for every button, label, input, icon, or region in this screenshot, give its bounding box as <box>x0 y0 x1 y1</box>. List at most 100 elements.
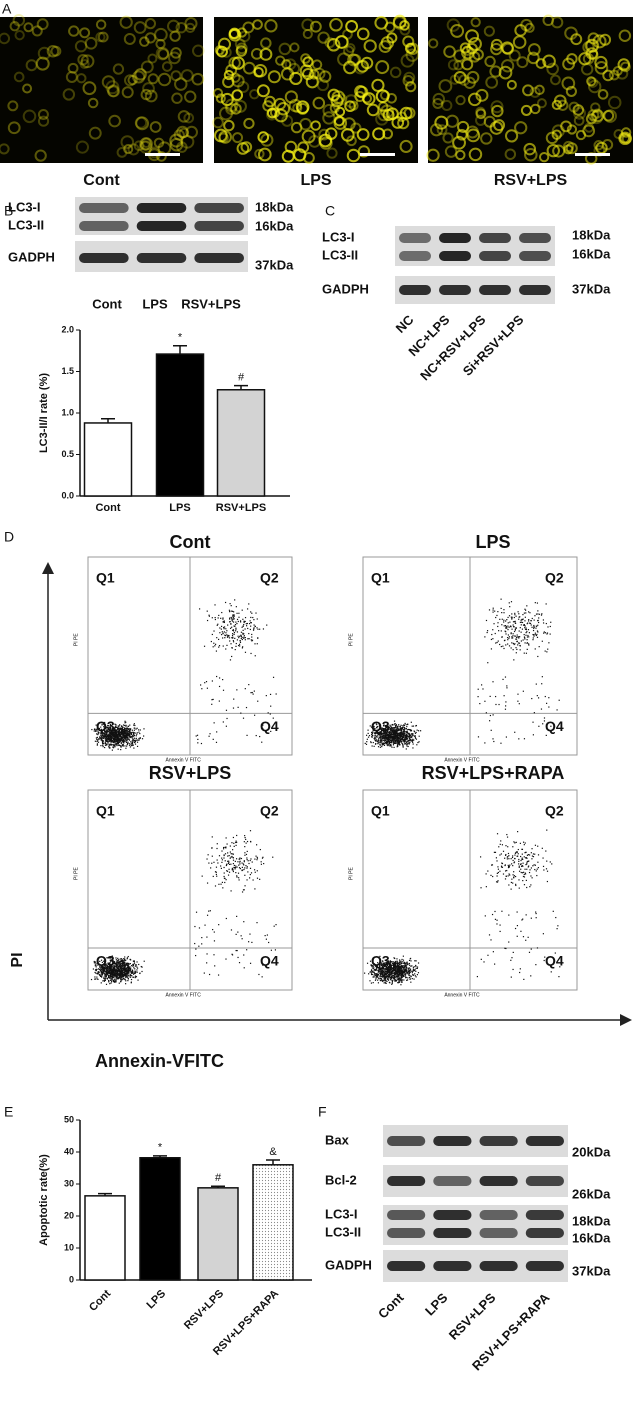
event <box>507 639 509 641</box>
event <box>102 968 104 970</box>
event <box>121 961 123 964</box>
event <box>386 967 388 969</box>
event <box>389 979 392 981</box>
event <box>111 734 113 736</box>
event <box>122 735 124 737</box>
event <box>239 620 242 622</box>
event <box>240 621 242 623</box>
event <box>108 740 110 743</box>
event <box>379 971 381 973</box>
cell <box>121 86 134 99</box>
event <box>403 726 405 729</box>
event <box>114 975 116 977</box>
cell <box>391 116 405 129</box>
event <box>96 738 98 740</box>
event <box>251 941 253 944</box>
event <box>408 964 411 966</box>
cell <box>309 20 322 33</box>
event <box>394 968 396 970</box>
event <box>412 970 414 972</box>
event <box>244 620 246 623</box>
event <box>232 836 235 839</box>
cell <box>178 127 190 139</box>
cell <box>468 51 481 63</box>
event <box>120 745 122 747</box>
event <box>262 628 265 630</box>
event <box>387 976 389 978</box>
event <box>503 609 505 611</box>
event <box>103 726 105 728</box>
event <box>387 739 389 741</box>
event <box>223 621 225 623</box>
blot-label: 16kDa <box>572 246 611 261</box>
event <box>499 618 501 620</box>
event <box>109 971 111 974</box>
event <box>410 730 413 732</box>
event <box>120 746 122 748</box>
event <box>380 970 382 972</box>
event <box>391 724 393 726</box>
event <box>401 958 403 961</box>
event <box>374 979 377 981</box>
event <box>226 843 228 845</box>
event <box>516 640 518 643</box>
event <box>104 721 106 724</box>
event <box>523 612 525 614</box>
event <box>227 635 229 637</box>
event <box>402 974 405 977</box>
cell <box>514 24 527 37</box>
event <box>117 967 120 969</box>
cell <box>316 78 330 92</box>
cell <box>382 128 394 140</box>
event <box>198 608 201 610</box>
cell <box>289 42 300 53</box>
event <box>399 725 401 728</box>
cell <box>237 80 250 94</box>
event <box>525 627 527 629</box>
quadrant-label: Q4 <box>545 718 564 734</box>
event <box>538 725 540 727</box>
cell <box>504 148 517 160</box>
event <box>113 961 115 964</box>
cell <box>484 55 496 68</box>
event <box>108 743 110 746</box>
event <box>115 740 117 742</box>
event <box>104 738 106 740</box>
event <box>114 973 116 975</box>
event <box>375 969 377 971</box>
event <box>99 964 101 966</box>
event <box>206 914 209 916</box>
event <box>231 619 233 621</box>
event <box>95 966 97 968</box>
event <box>383 729 386 731</box>
event <box>386 741 388 743</box>
event <box>382 973 384 975</box>
event <box>240 857 243 860</box>
event <box>256 627 258 629</box>
cell <box>587 109 600 122</box>
event <box>109 732 111 734</box>
event <box>372 967 374 969</box>
event <box>383 735 385 737</box>
event <box>210 640 212 643</box>
cell <box>167 51 181 65</box>
event <box>114 970 117 972</box>
event <box>109 963 111 965</box>
event <box>129 724 131 726</box>
event <box>398 738 400 740</box>
y-tick-label: 1.5 <box>61 366 74 376</box>
event <box>405 970 407 972</box>
event <box>104 741 106 743</box>
event <box>404 734 406 737</box>
event <box>119 975 121 977</box>
event <box>110 740 112 742</box>
event <box>98 968 101 971</box>
event <box>124 735 126 737</box>
event <box>408 734 411 736</box>
event <box>228 611 231 613</box>
event <box>394 969 396 971</box>
event <box>232 621 235 623</box>
event <box>109 747 111 749</box>
event <box>111 971 114 973</box>
event <box>384 979 386 981</box>
